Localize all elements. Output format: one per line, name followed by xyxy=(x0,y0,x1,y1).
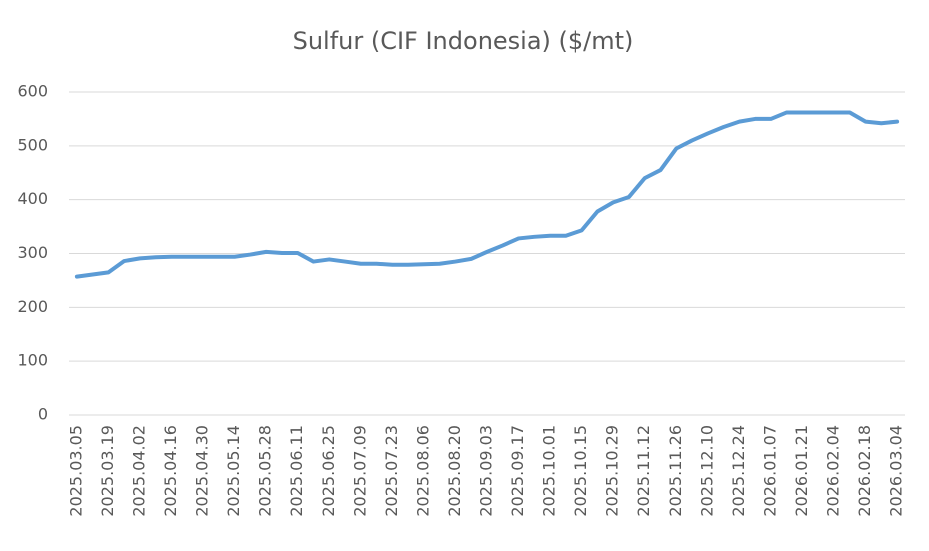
y-tick-label: 100 xyxy=(17,351,48,370)
x-tick-label: 2025.09.17 xyxy=(508,425,527,517)
x-tick-label: 2025.10.15 xyxy=(571,425,590,517)
x-tick-label: 2025.11.26 xyxy=(666,425,685,517)
x-tick-label: 2025.07.09 xyxy=(350,425,369,517)
x-tick-label: 2025.03.05 xyxy=(66,425,85,517)
x-tick-label: 2025.04.30 xyxy=(193,425,212,517)
x-tick-label: 2025.11.12 xyxy=(634,425,653,517)
x-tick-label: 2025.10.29 xyxy=(603,425,622,517)
y-tick-label: 0 xyxy=(38,405,48,424)
x-tick-label: 2025.12.24 xyxy=(729,425,748,517)
x-tick-label: 2026.03.04 xyxy=(887,425,906,517)
x-tick-label: 2025.07.23 xyxy=(382,425,401,517)
x-tick-label: 2026.01.07 xyxy=(760,425,779,517)
y-tick-label: 600 xyxy=(17,82,48,101)
x-tick-label: 2025.04.16 xyxy=(161,425,180,517)
x-tick-label: 2025.05.28 xyxy=(256,425,275,517)
y-tick-label: 300 xyxy=(17,243,48,262)
y-tick-label: 500 xyxy=(17,135,48,154)
x-tick-label: 2026.01.21 xyxy=(792,425,811,517)
x-tick-label: 2025.09.03 xyxy=(477,425,496,517)
y-tick-label: 200 xyxy=(17,297,48,316)
x-tick-label: 2025.08.06 xyxy=(413,425,432,517)
x-tick-label: 2025.03.19 xyxy=(98,425,117,517)
x-tick-label: 2025.12.10 xyxy=(697,425,716,517)
x-tick-label: 2025.04.02 xyxy=(129,425,148,517)
x-tick-label: 2026.02.18 xyxy=(855,425,874,517)
x-tick-label: 2025.08.20 xyxy=(445,425,464,517)
x-tick-label: 2026.02.04 xyxy=(824,425,843,517)
x-tick-label: 2025.06.11 xyxy=(287,425,306,517)
data-line xyxy=(74,110,900,279)
y-tick-label: 400 xyxy=(17,189,48,208)
x-tick-label: 2025.05.14 xyxy=(224,425,243,517)
chart-title: Sulfur (CIF Indonesia) ($/mt) xyxy=(293,27,634,55)
x-tick-label: 2025.06.25 xyxy=(319,425,338,517)
x-tick-label: 2025.10.01 xyxy=(540,425,559,517)
